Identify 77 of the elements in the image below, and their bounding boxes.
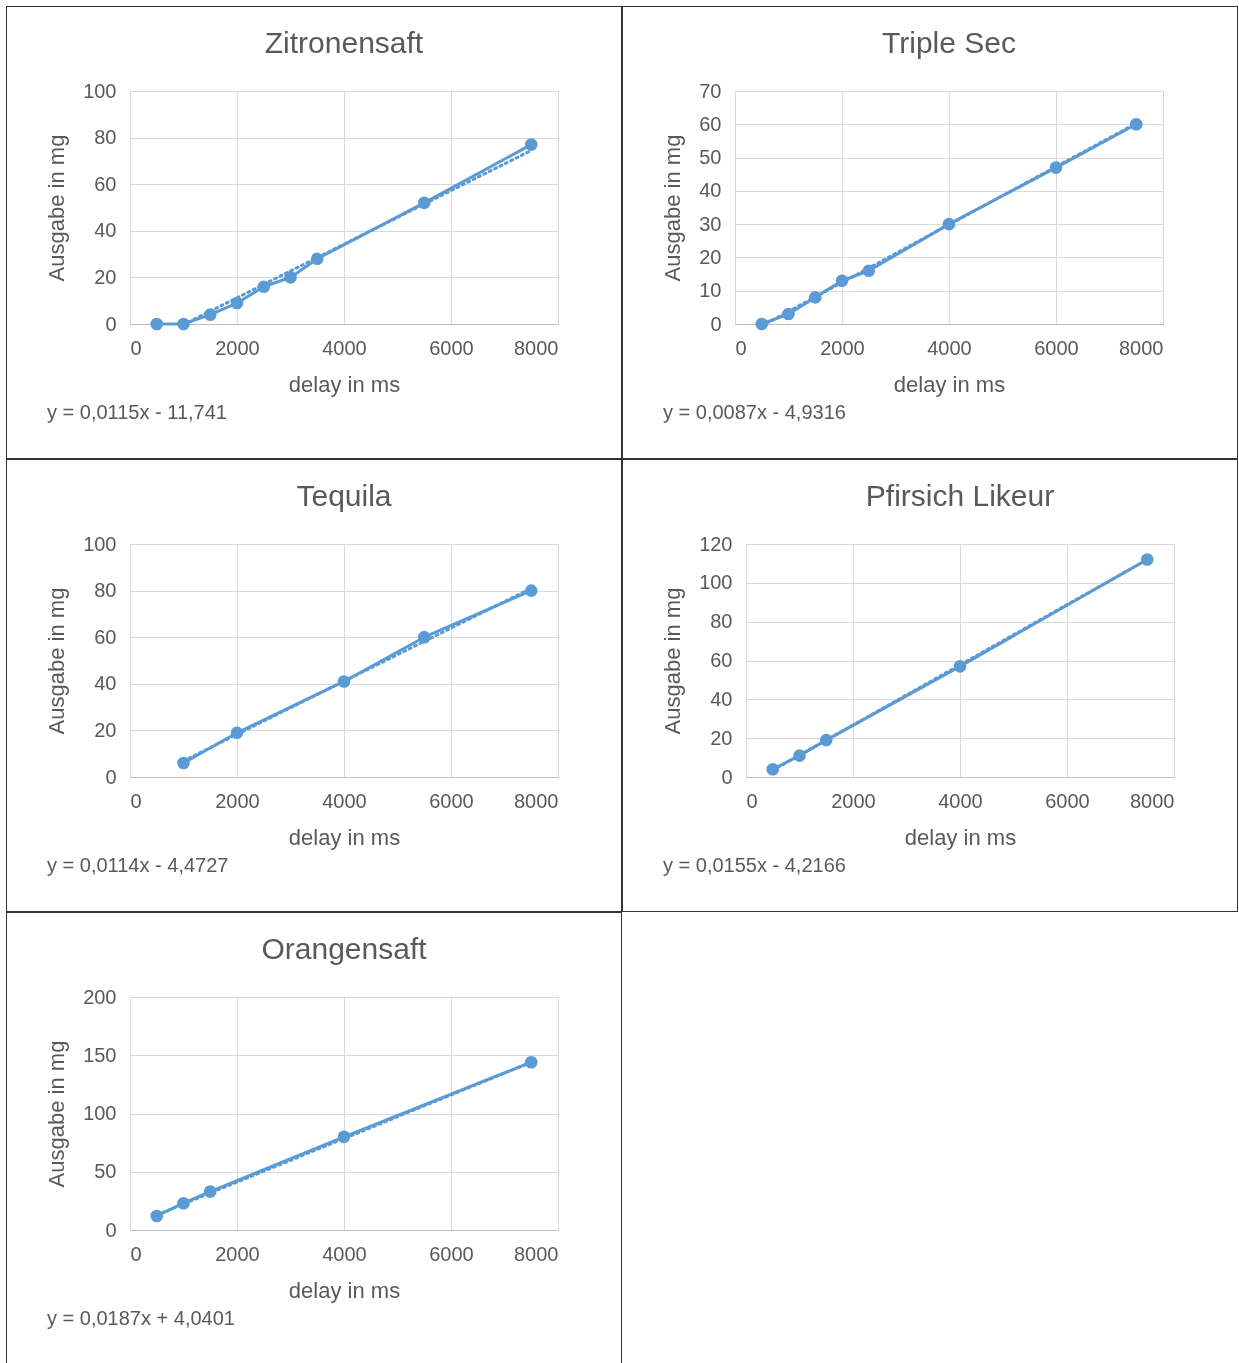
x-tick-label: 2000 <box>820 336 865 359</box>
x-axis-title: delay in ms <box>288 1277 401 1303</box>
y-tick-label: 40 <box>710 687 733 710</box>
y-axis-title: Ausgabe in mg <box>44 1040 70 1188</box>
x-tick-label: 0 <box>130 789 142 812</box>
x-tick-label: 2000 <box>215 336 260 359</box>
y-tick-label: 20 <box>94 265 117 288</box>
y-tick-label: 100 <box>83 1102 117 1124</box>
y-tick-label: 60 <box>699 112 722 135</box>
y-tick-label: 50 <box>699 146 722 169</box>
text: y = 0,0187x + 4,0401 <box>47 1307 235 1330</box>
text: y = 0,0087x - 4,9316 <box>663 401 846 424</box>
y-tick-label: 50 <box>94 1160 117 1183</box>
y-tick-label: 60 <box>710 649 733 671</box>
y-tick-label: 100 <box>83 532 117 555</box>
y-tick-label: 120 <box>699 532 733 555</box>
x-tick-label: 4000 <box>322 1242 367 1265</box>
x-tick-label: 8000 <box>514 336 559 359</box>
x-tick-label: 0 <box>130 1242 142 1265</box>
x-axis-title: delay in ms <box>288 371 401 397</box>
text: y = 0,0155x - 4,2166 <box>663 854 846 877</box>
y-tick-label: 20 <box>94 718 117 741</box>
y-axis-title: Ausgabe in mg <box>660 587 686 735</box>
x-tick-label: 6000 <box>429 1242 474 1265</box>
chart-title: Zitronensaft <box>264 26 424 59</box>
x-tick-label: 2000 <box>215 1242 260 1265</box>
y-tick-label: 70 <box>699 79 722 102</box>
x-tick-label: 0 <box>746 789 758 812</box>
y-tick-label: 80 <box>94 126 117 149</box>
y-tick-label: 20 <box>710 726 733 749</box>
x-tick-label: 4000 <box>322 336 367 359</box>
x-axis-title: delay in ms <box>288 824 401 850</box>
x-tick-label: 8000 <box>514 789 559 812</box>
y-tick-label: 40 <box>94 219 117 242</box>
y-tick-label: 80 <box>94 579 117 602</box>
y-tick-label: 0 <box>105 765 117 788</box>
x-tick-label: 4000 <box>322 789 367 812</box>
y-tick-label: 20 <box>699 245 722 268</box>
chart-title: Orangensaft <box>261 932 428 965</box>
text: y = 0,0114x - 4,4727 <box>47 854 229 877</box>
x-axis-title: delay in ms <box>904 824 1017 850</box>
y-tick-label: 60 <box>94 625 117 648</box>
y-tick-label: 40 <box>94 672 117 695</box>
y-axis-title: Ausgabe in mg <box>660 134 686 282</box>
chart-title: Tequila <box>296 479 392 512</box>
x-tick-label: 8000 <box>1130 789 1175 812</box>
text: y = 0,0115x - 11,741 <box>47 401 227 424</box>
x-tick-label: 6000 <box>1034 336 1079 359</box>
y-tick-label: 80 <box>710 610 733 633</box>
y-tick-label: 10 <box>699 279 722 302</box>
x-tick-label: 8000 <box>514 1242 559 1265</box>
y-tick-label: 0 <box>105 1218 117 1241</box>
y-tick-label: 60 <box>94 172 117 195</box>
x-axis-title: delay in ms <box>893 371 1006 397</box>
y-tick-label: 200 <box>83 985 117 1008</box>
x-tick-label: 6000 <box>429 789 474 812</box>
x-tick-label: 6000 <box>1045 789 1090 812</box>
y-axis-title: Ausgabe in mg <box>44 587 70 735</box>
y-tick-label: 150 <box>83 1043 117 1066</box>
x-tick-label: 6000 <box>429 336 474 359</box>
x-tick-label: 2000 <box>215 789 260 812</box>
x-tick-label: 8000 <box>1119 336 1164 359</box>
y-tick-label: 30 <box>699 212 722 235</box>
x-tick-label: 2000 <box>831 789 876 812</box>
y-tick-label: 40 <box>699 179 722 202</box>
y-tick-label: 0 <box>710 312 722 335</box>
x-tick-label: 4000 <box>927 336 972 359</box>
y-tick-label: 0 <box>721 765 733 788</box>
y-tick-label: 0 <box>105 312 117 335</box>
y-tick-label: 100 <box>83 79 117 102</box>
x-tick-label: 0 <box>735 336 747 359</box>
y-axis-title: Ausgabe in mg <box>44 134 70 282</box>
x-tick-label: 4000 <box>938 789 983 812</box>
y-tick-label: 100 <box>699 571 733 594</box>
chart-title: Pfirsich Likeur <box>865 479 1055 512</box>
chart-title: Triple Sec <box>882 26 1016 59</box>
x-tick-label: 0 <box>130 336 142 359</box>
